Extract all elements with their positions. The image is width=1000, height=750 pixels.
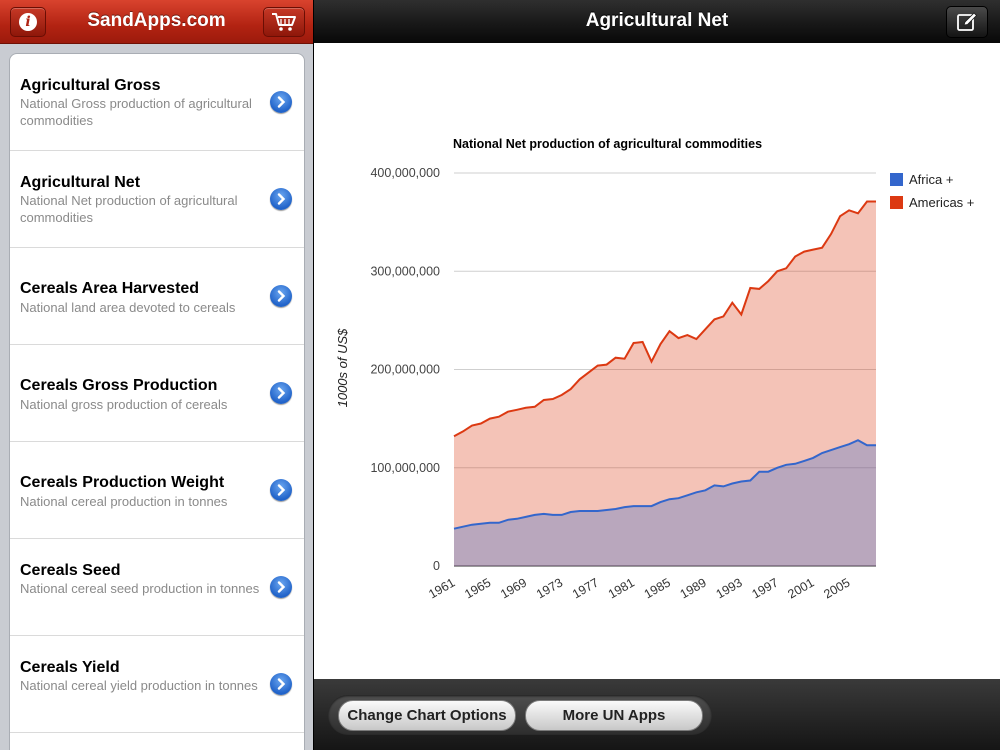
info-button[interactable]: i	[10, 7, 46, 37]
series-line	[453, 439, 876, 530]
disclosure-arrow-icon[interactable]	[270, 479, 292, 501]
series-line	[453, 200, 876, 438]
x-tick-label: 1993	[714, 575, 745, 601]
dataset-list: Agricultural Gross National Gross produc…	[9, 53, 305, 750]
cart-button[interactable]	[263, 7, 305, 37]
list-item-title: Agricultural Net	[20, 174, 141, 191]
disclosure-arrow-icon[interactable]	[270, 285, 292, 307]
x-tick-label: 1961	[426, 575, 457, 601]
y-tick-label: 200,000,000	[370, 363, 440, 377]
split-divider	[313, 0, 314, 750]
y-tick-label: 400,000,000	[370, 166, 440, 180]
list-item[interactable]: Cereals Gross Production National gross …	[10, 345, 304, 442]
list-item-subtitle: National land area devoted to cereals	[20, 300, 236, 315]
series-area	[454, 201, 876, 566]
y-axis-ticks: 0 100,000,000 200,000,000 300,000,000 400,00…	[370, 166, 440, 573]
x-tick-label: 1973	[534, 575, 565, 601]
list-item-title: Cereals Gross Production	[20, 377, 218, 394]
change-chart-options-button[interactable]: Change Chart Options	[338, 700, 516, 731]
chart-series	[453, 200, 876, 566]
list-item[interactable]: Cereals Yield National cereal yield prod…	[10, 636, 304, 733]
disclosure-arrow-icon[interactable]	[270, 91, 292, 113]
toolbar-button-group: Change Chart Options More UN Apps	[328, 695, 712, 735]
list-item-subtitle: National cereal production in tonnes	[20, 494, 228, 509]
list-item-title: Agricultural Gross	[20, 77, 161, 94]
master-panel: i SandApps.com Agricultural Gross Nation…	[0, 0, 313, 750]
x-tick-label: 1997	[750, 575, 781, 601]
disclosure-arrow-icon[interactable]	[270, 673, 292, 695]
y-axis-label: 1000s of US$	[335, 328, 350, 408]
x-tick-label: 1977	[570, 575, 601, 601]
cart-icon	[272, 13, 296, 31]
info-icon: i	[19, 13, 37, 31]
bottom-toolbar: Change Chart Options More UN Apps	[314, 679, 1000, 750]
list-item-subtitle: National Net production of agricultural …	[20, 193, 238, 225]
x-tick-label: 1965	[462, 575, 493, 601]
legend-label: Americas +	[909, 195, 974, 210]
chart-title: National Net production of agricultural …	[453, 137, 762, 151]
list-item-title: Cereals Production Weight	[20, 474, 225, 491]
list-item[interactable]: Cereals Production Weight National cerea…	[10, 442, 304, 539]
app-title: SandApps.com	[87, 10, 226, 31]
legend-swatch	[890, 173, 903, 186]
legend-label: Africa +	[909, 172, 953, 187]
list-item-title: Cereals Area Harvested	[20, 280, 200, 297]
legend-swatch	[890, 196, 903, 209]
more-un-apps-button[interactable]: More UN Apps	[525, 700, 703, 731]
list-item[interactable]: Agricultural Gross National Gross produc…	[10, 54, 304, 151]
list-item-title: Cereals Seed	[20, 562, 121, 579]
left-navbar: i SandApps.com	[0, 0, 313, 44]
x-tick-label: 2001	[785, 575, 816, 601]
disclosure-arrow-icon[interactable]	[270, 576, 292, 598]
detail-navbar: Agricultural Net	[314, 0, 1000, 43]
chart-panel: National Net production of agricultural …	[314, 43, 1000, 679]
list-item[interactable]: Cereals Seed National cereal seed produc…	[10, 539, 304, 636]
list-item-title: Cereals Yield	[20, 659, 120, 676]
x-tick-label: 2005	[821, 575, 852, 601]
x-tick-label: 1969	[498, 575, 529, 601]
detail-title: Agricultural Net	[585, 10, 729, 31]
list-item-subtitle: National cereal yield production in tonn…	[20, 678, 258, 693]
y-tick-label: 0	[433, 559, 440, 573]
x-axis-ticks: 1961 1965 1969 1973 1977 1981 1985 1989 1993 1997…	[426, 575, 852, 601]
x-tick-label: 1985	[642, 575, 673, 601]
y-tick-label: 100,000,000	[370, 461, 440, 475]
disclosure-arrow-icon[interactable]	[270, 188, 292, 210]
disclosure-arrow-icon[interactable]	[270, 382, 292, 404]
compose-button[interactable]	[946, 6, 988, 38]
x-tick-label: 1989	[678, 575, 709, 601]
compose-icon	[957, 12, 978, 31]
list-item-subtitle: National gross production of cereals	[20, 397, 228, 412]
list-item-subtitle: National cereal seed production in tonne…	[20, 581, 260, 596]
y-tick-label: 300,000,000	[370, 264, 440, 278]
x-tick-label: 1981	[606, 575, 637, 601]
list-item[interactable]: Cereals Area Harvested National land are…	[10, 248, 304, 345]
list-item[interactable]: Agricultural Net National Net production…	[10, 151, 304, 248]
chart-legend: Africa + Americas +	[890, 172, 974, 210]
area-chart[interactable]: National Net production of agricultural …	[314, 43, 1000, 679]
chart-gridlines	[454, 172, 876, 567]
list-item-subtitle: National Gross production of agricultura…	[20, 96, 252, 128]
